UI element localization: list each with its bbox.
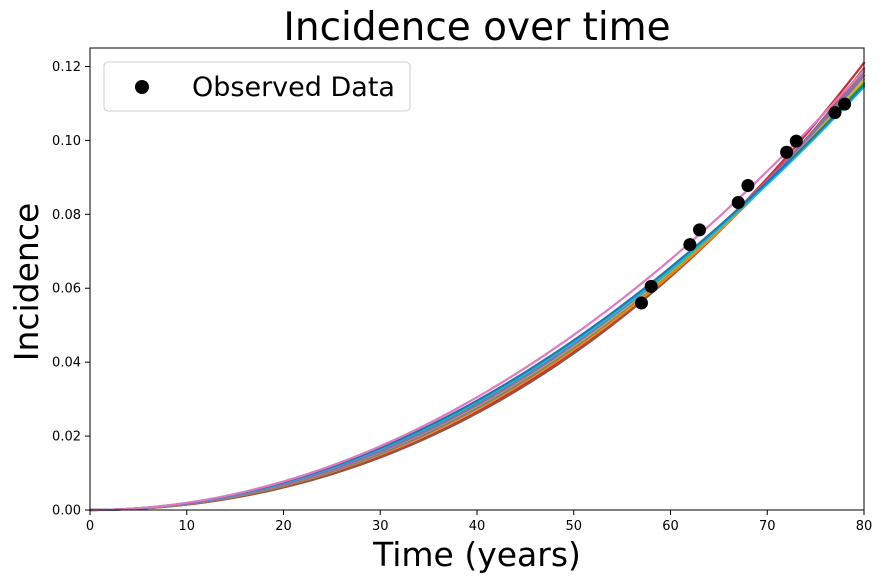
observed-point [731, 195, 745, 209]
observed-data-points [634, 97, 852, 310]
model-curve-10 [88, 69, 866, 512]
observed-point [683, 238, 697, 252]
model-curve-7 [88, 74, 866, 512]
model-curve-5 [88, 78, 866, 512]
observed-point [789, 134, 803, 148]
y-axis-label: Incidence [7, 203, 46, 362]
model-curves [88, 61, 866, 512]
x-tick-label: 20 [275, 519, 292, 534]
x-tick-label: 80 [856, 519, 873, 534]
legend-label: Observed Data [192, 72, 395, 103]
x-axis-ticks: 0 10 20 30 40 50 60 70 80 [86, 510, 872, 534]
model-curve-2 [88, 67, 866, 512]
legend-marker [135, 80, 149, 94]
legend: Observed Data [103, 61, 411, 112]
observed-point [838, 97, 852, 111]
y-tick-label: 0.04 [52, 356, 81, 371]
x-tick-label: 70 [759, 519, 776, 534]
observed-point [828, 106, 842, 120]
x-tick-label: 30 [372, 519, 389, 534]
plot-area [88, 61, 866, 512]
chart-title: Incidence over time [283, 5, 670, 50]
x-tick-label: 50 [565, 519, 582, 534]
y-tick-label: 0.08 [52, 208, 81, 223]
x-tick-label: 0 [86, 519, 94, 534]
y-tick-label: 0.12 [52, 60, 81, 75]
observed-point [780, 145, 794, 159]
y-tick-label: 0.00 [52, 504, 81, 519]
model-curve-8 [88, 85, 866, 512]
x-tick-label: 40 [469, 519, 486, 534]
observed-point [741, 178, 755, 192]
model-curve-4 [88, 70, 866, 512]
y-tick-label: 0.10 [52, 134, 81, 149]
y-tick-label: 0.02 [52, 430, 81, 445]
plot-frame [89, 47, 865, 511]
x-tick-label: 60 [662, 519, 679, 534]
observed-point [693, 223, 707, 237]
model-curve-9 [88, 83, 866, 512]
observed-point [644, 279, 658, 293]
model-curve-6 [88, 82, 866, 512]
x-axis-label: Time (years) [372, 535, 581, 574]
x-tick-label: 10 [178, 519, 195, 534]
y-axis-ticks: 0.00 0.02 0.04 0.06 0.08 0.10 0.12 [52, 60, 90, 519]
y-tick-label: 0.06 [52, 282, 81, 297]
legend-box [103, 61, 411, 112]
model-curve-1 [88, 61, 866, 512]
model-curve-3 [88, 74, 866, 512]
observed-point [634, 296, 648, 310]
